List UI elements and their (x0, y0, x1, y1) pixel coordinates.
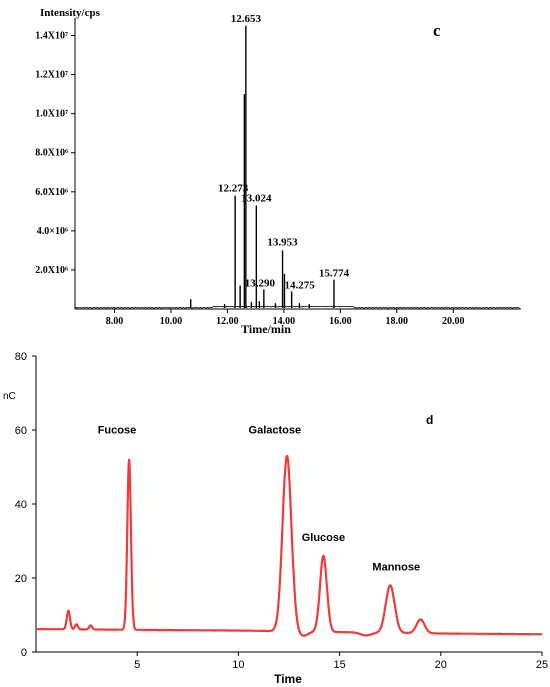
peak-label: 12.273 (218, 183, 249, 195)
peak-label: Fucose (98, 425, 137, 437)
x-tick-label: 25 (536, 659, 548, 671)
peak-label: 13.024 (241, 192, 272, 204)
peak-label: 15.774 (319, 268, 350, 280)
y-tick-label: 1.2X10⁷ (35, 70, 68, 81)
x-axis-label: Time/min (241, 322, 291, 336)
baseline-trace (74, 305, 520, 309)
x-tick-label: 12.00 (216, 316, 239, 327)
y-tick-label: 8.0X10⁶ (35, 148, 68, 159)
x-tick-label: 10 (232, 659, 244, 671)
y-axis-label: Intensity/cps (40, 7, 101, 19)
y-axis-label: nC (3, 391, 16, 402)
x-tick-label: 14.00 (273, 316, 296, 327)
panel-label-c: c (433, 21, 441, 40)
peak-label: 14.275 (285, 279, 316, 291)
signal-trace (35, 454, 543, 637)
x-tick-label: 8.00 (106, 316, 124, 327)
x-tick-label: 20.00 (442, 316, 465, 327)
chromatogram-d: nC Time d 0 20 40 60 80 5 10 15 20 25 Fucose Gala… (3, 351, 548, 686)
chromatogram-c: Intensity/cps Time/min c 2.0X10⁶ 4.0×10⁶ 6… (35, 7, 521, 336)
x-tick-label: 10.00 (160, 316, 183, 327)
peak-label: Galactose (249, 425, 302, 437)
y-tick-label: 80 (15, 351, 27, 363)
x-tick-label: 18.00 (386, 316, 409, 327)
peak-label: 12.653 (231, 13, 262, 25)
y-tick-label: 1.4X10⁷ (35, 31, 68, 42)
y-tick-label: 60 (15, 425, 27, 437)
x-tick-label: 15 (333, 659, 345, 671)
y-tick-label: 1.0X10⁷ (35, 109, 68, 120)
peak-label: Mannose (372, 562, 420, 574)
x-tick-label: 20 (435, 659, 447, 671)
x-axis-label: Time (274, 672, 302, 686)
x-tick-label: 5 (134, 659, 140, 671)
x-tick-label: 16.00 (329, 316, 352, 327)
peak-label: Glucose (302, 532, 345, 544)
y-tick-label: 6.0X10⁶ (35, 187, 68, 198)
y-tick-label: 2.0X10⁶ (35, 265, 68, 276)
y-tick-label: 4.0×10⁶ (37, 226, 68, 237)
peak-label: 13.953 (267, 236, 298, 248)
peak-label: 13.290 (245, 277, 276, 289)
y-tick-label: 40 (15, 499, 27, 511)
y-tick-label: 20 (15, 573, 27, 585)
y-tick-label: 0 (21, 647, 27, 659)
panel-label-d: d (426, 413, 433, 427)
